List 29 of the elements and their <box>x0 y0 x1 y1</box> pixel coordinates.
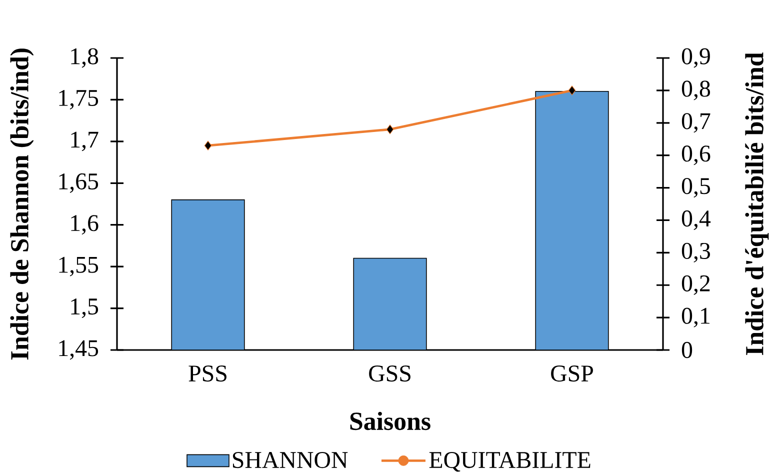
y-tick-label: 1,5 <box>71 298 98 318</box>
y2-tick-label: 0,2 <box>682 275 710 295</box>
legend-label: SHANNON <box>232 452 348 468</box>
y2-axis-title: Indice d'équitabilié bits/ind <box>745 52 769 355</box>
y-tick-label: 1,6 <box>71 215 98 235</box>
y2-tick-label: 0,8 <box>682 80 710 100</box>
x-tick-label: PSS <box>188 366 226 382</box>
y2-tick-label: 0,7 <box>682 113 710 133</box>
y-tick-label: 1,7 <box>71 132 98 152</box>
point <box>386 124 394 134</box>
legend-label: EQUITABILITE <box>429 452 590 472</box>
y2-tick-label: 0,6 <box>682 146 710 166</box>
x-tick-label: GSS <box>369 366 410 382</box>
y2-tick-label: 0,5 <box>682 178 710 198</box>
y-tick-label: 1,75 <box>59 90 98 110</box>
y-tick-label: 1,45 <box>59 340 98 360</box>
y-tick-label: 1,65 <box>59 173 98 193</box>
point <box>204 140 212 150</box>
y2-tick-label: 0,1 <box>682 308 710 328</box>
y2-tick-label: 0 <box>682 342 692 358</box>
x-tick-label: GSP <box>551 366 593 382</box>
y2-tick-label: 0,4 <box>682 210 711 230</box>
y-axis-title: Indice de Shannon (bits/ind) <box>10 48 34 360</box>
y2-tick-label: 0,3 <box>682 242 710 262</box>
y-tick-label: 1,8 <box>71 48 98 68</box>
point <box>568 86 576 96</box>
y2-tick-label: 0,9 <box>682 48 710 68</box>
x-axis-title: Saisons <box>350 412 430 430</box>
y-tick-label: 1,55 <box>59 256 98 276</box>
